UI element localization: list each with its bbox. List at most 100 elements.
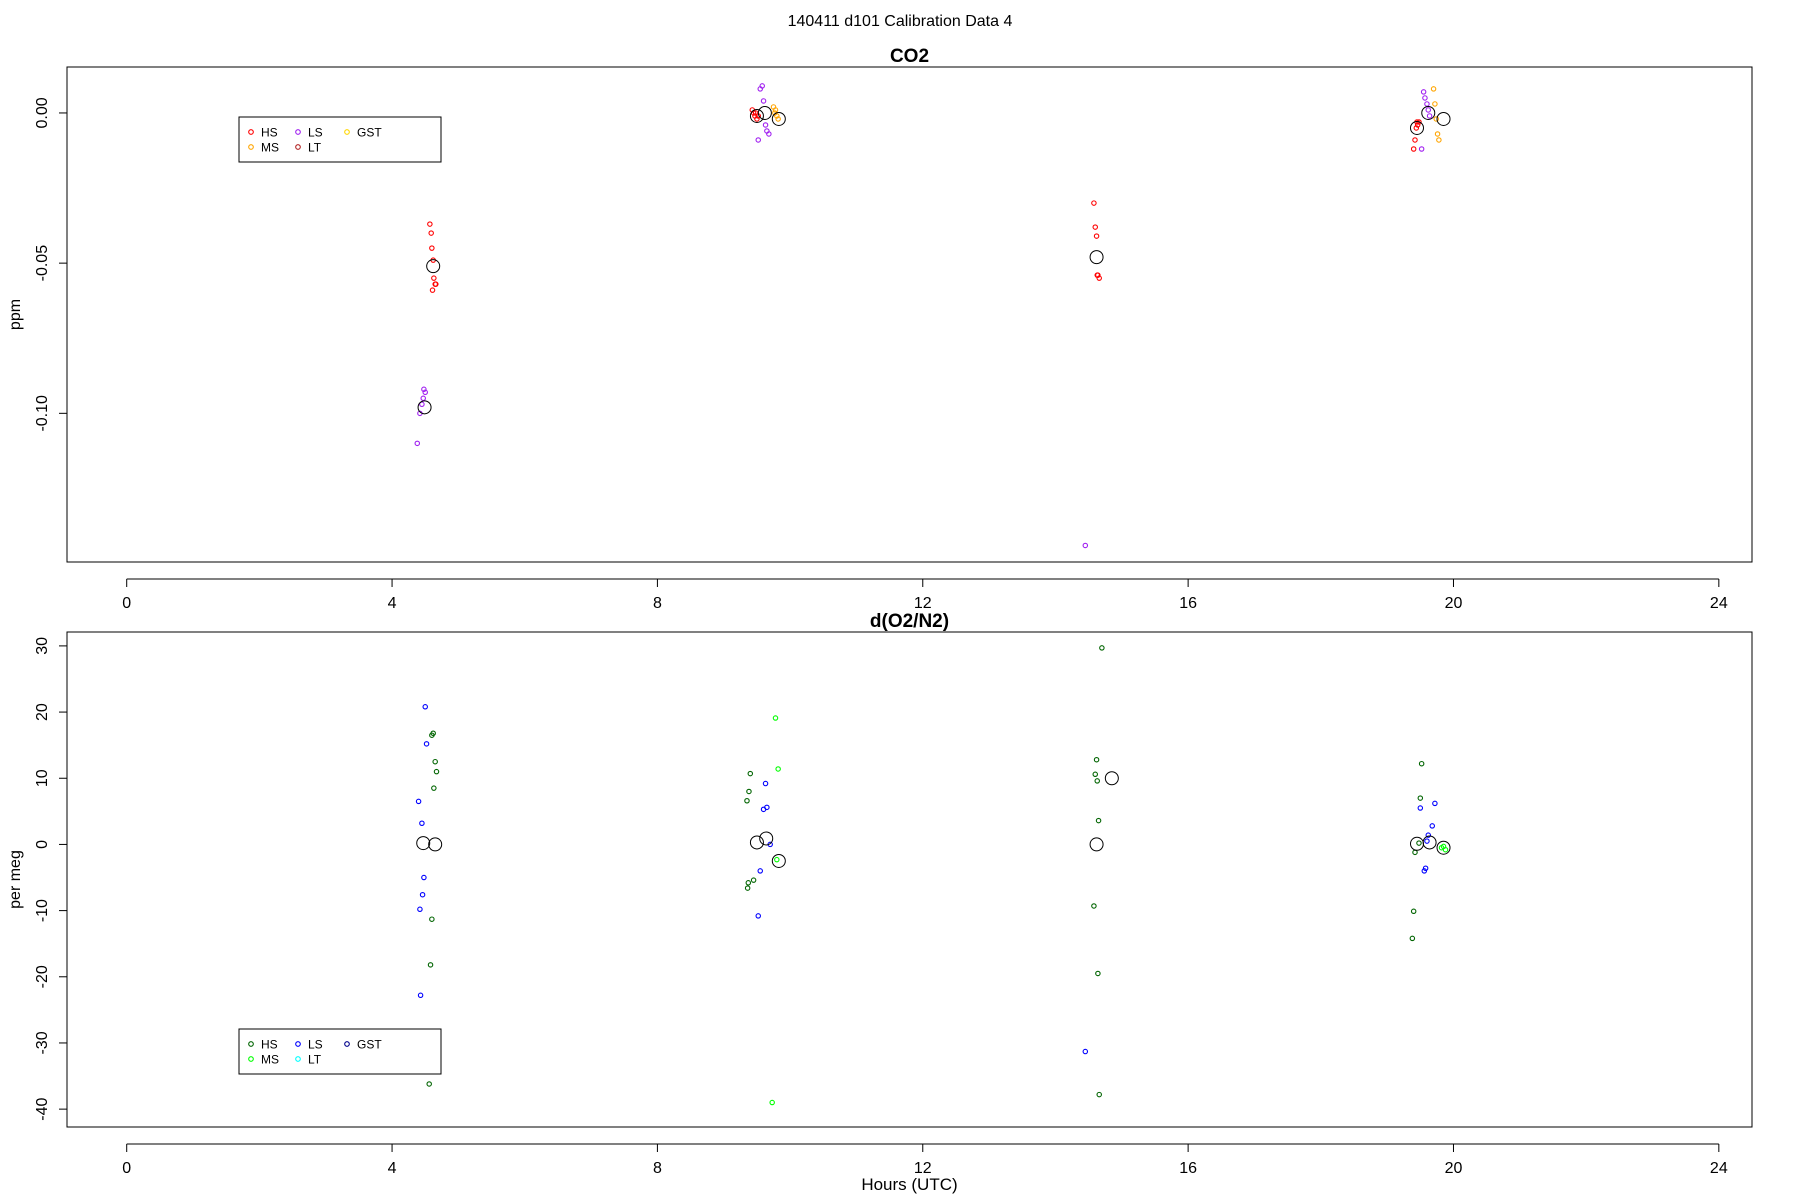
legend-label: HS: [261, 126, 278, 140]
mean-marker: [771, 853, 786, 868]
data-point: [421, 874, 427, 881]
data-point: [750, 877, 757, 883]
data-point: [1096, 275, 1102, 281]
mean-marker: [426, 259, 441, 274]
data-point: [433, 768, 440, 775]
y-tick-label: -0.05: [34, 245, 51, 282]
data-point: [1432, 800, 1438, 807]
legend-marker: [248, 1056, 254, 1062]
data-point: [1433, 116, 1439, 122]
data-point: [423, 741, 430, 747]
x-tick-label: 4: [388, 1160, 397, 1177]
legend-marker: [295, 129, 301, 135]
legend-marker: [344, 129, 350, 135]
data-point: [757, 868, 763, 874]
mean-marker: [1089, 837, 1104, 852]
data-point: [419, 401, 425, 408]
data-point: [414, 440, 421, 447]
data-point: [766, 131, 772, 137]
x-tick-label: 20: [1445, 1160, 1463, 1177]
legend-label: HS: [261, 1038, 278, 1052]
mean-marker: [1436, 840, 1451, 855]
data-point: [745, 880, 752, 886]
mean-marker: [1421, 105, 1436, 120]
data-point: [427, 221, 433, 227]
data-point: [419, 891, 426, 898]
data-point: [1436, 137, 1442, 143]
data-point: [1424, 838, 1430, 844]
data-point: [1099, 645, 1105, 651]
data-point: [1413, 125, 1420, 131]
mean-marker: [1089, 250, 1104, 265]
x-tick-label: 20: [1445, 595, 1463, 612]
x-tick-label: 16: [1179, 595, 1197, 612]
mean-marker: [1409, 120, 1424, 135]
data-point: [420, 395, 426, 402]
legend-marker: [295, 1041, 301, 1047]
data-point: [419, 820, 425, 826]
x-tick-label: 24: [1710, 1160, 1728, 1177]
x-tick-label: 0: [122, 595, 131, 612]
data-point: [775, 116, 781, 122]
data-point: [1091, 200, 1097, 206]
data-point: [1438, 844, 1445, 851]
legend-marker: [248, 129, 254, 135]
data-point: [754, 116, 760, 122]
x-tick-label: 4: [388, 595, 397, 612]
data-point: [422, 704, 428, 710]
mean-marker: [1436, 111, 1451, 126]
y-tick-label: 20: [34, 703, 51, 721]
y-axis-label: per meg: [7, 850, 24, 909]
data-point: [762, 780, 769, 787]
y-tick-label: -30: [34, 1031, 51, 1054]
legend-label: LT: [308, 141, 322, 155]
data-point: [1418, 760, 1425, 767]
x-tick-label: 8: [653, 1160, 662, 1177]
data-point: [1434, 131, 1441, 137]
x-tick-label: 16: [1179, 1160, 1197, 1177]
mean-marker: [1422, 835, 1437, 850]
y-tick-label: 10: [34, 769, 51, 787]
legend-label: LS: [308, 126, 323, 140]
figure-title: 140411 d101 Calibration Data 4: [788, 13, 1013, 30]
mean-marker: [428, 837, 443, 852]
data-point: [422, 389, 428, 396]
legend-box: [238, 116, 442, 163]
data-point: [772, 715, 779, 721]
data-point: [1414, 122, 1421, 128]
y-tick-label: -0.10: [34, 395, 51, 432]
mean-marker: [771, 111, 786, 126]
data-point: [1082, 542, 1089, 549]
data-point: [1412, 849, 1418, 856]
data-point: [1429, 823, 1435, 829]
data-point: [429, 245, 435, 251]
data-point: [1095, 970, 1101, 977]
data-point: [1096, 1091, 1102, 1098]
x-tick-label: 12: [914, 1160, 932, 1177]
mean-marker: [749, 108, 764, 123]
data-point: [769, 1099, 775, 1106]
legend-marker: [344, 1041, 350, 1047]
data-point: [1095, 817, 1102, 824]
data-point: [744, 885, 751, 891]
mean-marker: [759, 831, 774, 846]
data-point: [772, 107, 779, 113]
data-point: [1082, 1048, 1089, 1055]
data-point: [1421, 868, 1428, 874]
y-tick-label: -40: [34, 1097, 51, 1120]
data-point: [1424, 101, 1430, 107]
mean-marker: [1104, 771, 1119, 786]
data-point: [1091, 903, 1097, 909]
x-tick-label: 24: [1710, 595, 1728, 612]
data-point: [1093, 233, 1100, 239]
data-point: [746, 788, 752, 795]
data-point: [1092, 224, 1098, 230]
data-point: [1422, 95, 1428, 101]
data-point: [775, 766, 781, 772]
data-point: [764, 804, 770, 811]
mean-marker: [416, 836, 431, 851]
data-point: [744, 797, 750, 804]
y-tick-label: 0.00: [34, 97, 51, 128]
data-point: [1420, 89, 1427, 95]
